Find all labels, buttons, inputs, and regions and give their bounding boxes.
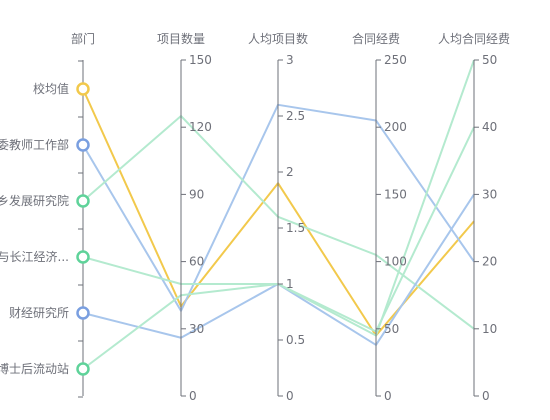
- category-marker-0[interactable]: [76, 82, 90, 96]
- axis-4-tick-label-1: 10: [482, 322, 497, 336]
- axis-1-tick-label-2: 60: [189, 255, 204, 269]
- axis-4-tick-label-2: 20: [482, 255, 497, 269]
- axis-1-tick-label-1: 30: [189, 322, 204, 336]
- axis-1-tick-label-0: 0: [189, 389, 197, 403]
- axis-2-tick-label-0: 0: [286, 389, 294, 403]
- axis-1-tick-label-3: 90: [189, 187, 204, 201]
- axis-2-tick-label-6: 3: [286, 53, 294, 67]
- axis-title-3: 合同经费: [352, 31, 400, 46]
- axis-1-tick-label-5: 150: [189, 53, 212, 67]
- axis-3-tick-label-3: 150: [384, 187, 407, 201]
- category-label-5: 博士后流动站: [0, 361, 69, 376]
- category-marker-2[interactable]: [76, 194, 90, 208]
- axis-4-tick-label-5: 50: [482, 53, 497, 67]
- axis-2-tick-label-4: 2: [286, 165, 294, 179]
- axis-title-1: 项目数量: [157, 31, 205, 46]
- axis-3-tick-label-5: 250: [384, 53, 407, 67]
- category-markers: [76, 82, 90, 376]
- axis-3-tick-label-0: 0: [384, 389, 392, 403]
- category-marker-3[interactable]: [76, 250, 90, 264]
- axis-3-tick-label-4: 200: [384, 120, 407, 134]
- category-label-3: 与长江经济...: [0, 249, 69, 264]
- category-label-4: 财经研究所: [9, 305, 69, 320]
- axis-2-tick-label-1: 0.5: [286, 333, 305, 347]
- category-marker-5[interactable]: [76, 362, 90, 376]
- axis-2-tick-label-5: 2.5: [286, 109, 305, 123]
- axis-title-4: 人均合同经费: [438, 31, 510, 46]
- category-label-2: 乡发展研究院: [0, 193, 69, 208]
- axis-2-tick-label-2: 1: [286, 277, 294, 291]
- axis-2-tick-label-3: 1.5: [286, 221, 305, 235]
- axis-3-tick-label-1: 50: [384, 322, 399, 336]
- axis-title-0: 部门: [71, 31, 95, 46]
- category-label-0: 校均值: [33, 81, 69, 96]
- axis-1-tick-label-4: 120: [189, 120, 212, 134]
- axis-4-tick-label-0: 0: [482, 389, 490, 403]
- axis-3-tick-label-2: 100: [384, 255, 407, 269]
- category-label-1: 委教师工作部: [0, 137, 69, 152]
- category-marker-1[interactable]: [76, 138, 90, 152]
- category-marker-4[interactable]: [76, 306, 90, 320]
- axis-4-tick-label-3: 30: [482, 187, 497, 201]
- axis-title-2: 人均项目数: [248, 31, 308, 46]
- axis-4-tick-label-4: 40: [482, 120, 497, 134]
